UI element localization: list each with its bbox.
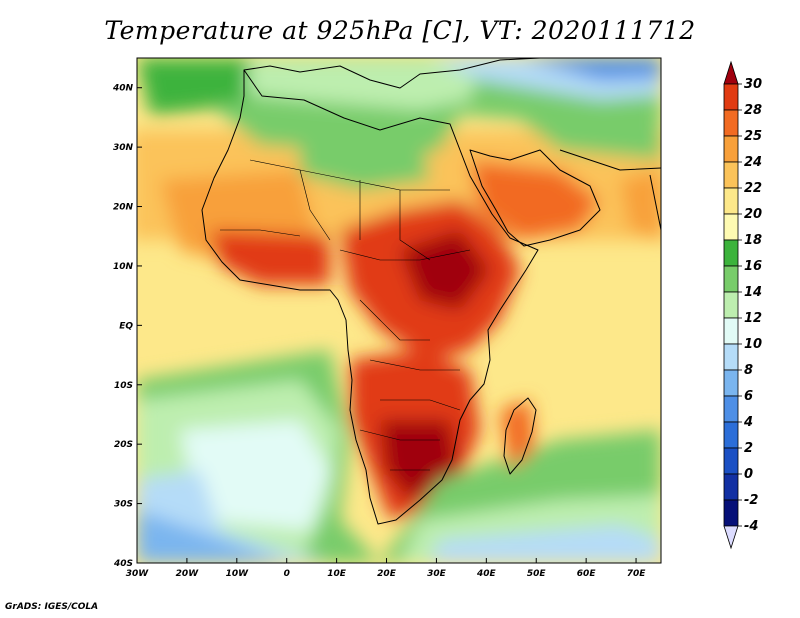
longitude-axis: 30W 20W 10W 0 10E 20E 30E 40E 50E 60E 70E [126,558,646,579]
lat-tick-label-4: EQ [119,321,133,331]
lon-tick-label-7: 40E [476,569,497,579]
field-south-indian-cold [430,525,661,563]
field-south-atlantic-cool [180,420,330,530]
coast-madagascar [503,397,537,475]
map-frame [136,57,662,564]
colorbar-bottom-arrow [723,525,739,550]
lon-tick-label-0: 30W [126,569,150,579]
lat-tick-label-5: 10S [114,381,133,391]
colorbar-segment-10 [723,317,739,345]
lat-tick-label-8: 40S [113,559,133,569]
chart-title: Temperature at 925hPa [C], VT: 202011171… [104,16,696,45]
colorbar-segment-12 [723,369,739,397]
field-madagascar-warm [500,400,535,470]
colorbar-segment-14 [723,421,739,449]
coast-iran [559,149,661,171]
colorbar-label-4: 22 [744,181,762,196]
lon-tick-label-6: 30E [427,569,447,579]
borders-africa [220,159,471,471]
field-sahel-hot [210,230,330,285]
colorbar-label-14: 2 [744,441,753,456]
coast-africa [201,69,539,525]
colorbar-segment-7 [723,239,739,267]
field-northeast-cold [520,58,661,80]
lat-tick-label-6: 20S [114,440,133,450]
colorbar-segment-6 [723,213,739,241]
coast-arabia [469,149,601,247]
lat-tick-label-2: 20N [113,203,134,213]
lat-tick-label-0: 40N [112,84,134,94]
colorbar-segment-17 [723,499,739,527]
lon-tick-label-5: 20E [377,569,397,579]
colorbar-label-9: 12 [744,311,762,326]
lat-tick-label-3: 10N [113,262,134,272]
lon-tick-label-3: 0 [284,569,290,579]
coastlines [201,58,661,525]
field-arabian-sea-warm [620,170,661,240]
field-southwest-colder [137,510,290,563]
colorbar-label-1: 28 [744,103,762,118]
colorbar-segment-16 [723,473,739,501]
lat-tick-label-1: 30N [113,143,134,153]
colorbar-label-0: 30 [744,77,762,92]
field-arabia-warm [470,160,600,240]
lon-tick-label-4: 10E [327,569,347,579]
grads-credit: GrADS: IGES/COLA [5,602,99,612]
lon-tick-label-2: 10W [226,569,250,579]
colorbar-segment-15 [723,447,739,475]
coast-india [649,174,661,231]
colorbar-label-3: 24 [744,155,762,170]
lat-tick-label-7: 30S [114,500,133,510]
colorbar-label-17: -4 [744,519,758,534]
latitude-axis: 40N 30N 20N 10N EQ 10S 20S 30S 40S [112,84,142,569]
colorbar-segment-13 [723,395,739,423]
colorbar-top-arrow [723,60,739,85]
colorbar-segment-2 [723,109,739,137]
colorbar-label-2: 25 [744,129,762,144]
lon-tick-label-8: 50E [527,569,547,579]
colorbar-segment-8 [723,265,739,293]
field-libya-green [300,140,430,190]
coast-europe [243,58,541,89]
colorbar-segment-3 [723,135,739,163]
colorbar-label-15: 0 [744,467,753,482]
colorbar-label-10: 10 [744,337,762,352]
colorbar-segment-9 [723,291,739,319]
colorbar-segment-1 [723,83,739,111]
lon-tick-label-1: 20W [176,569,200,579]
colorbar-label-11: 8 [744,363,753,378]
colorbar-label-13: 4 [743,415,753,430]
colorbar-label-8: 14 [744,285,762,300]
colorbar-label-5: 20 [744,207,762,222]
colorbar-label-6: 18 [744,233,762,248]
colorbar-label-16: -2 [744,493,758,508]
field-central-hottest [400,230,490,310]
colorbar-label-7: 16 [744,259,762,274]
temperature-field [137,58,661,563]
colorbar-segment-4 [723,161,739,189]
colorbar-label-12: 6 [744,389,753,404]
field-atlantic-north-green [137,58,250,115]
lon-tick-label-10: 70E [627,569,647,579]
colorbar-segment-5 [723,187,739,215]
colorbar-segment-11 [723,343,739,371]
lon-tick-label-9: 60E [577,569,597,579]
